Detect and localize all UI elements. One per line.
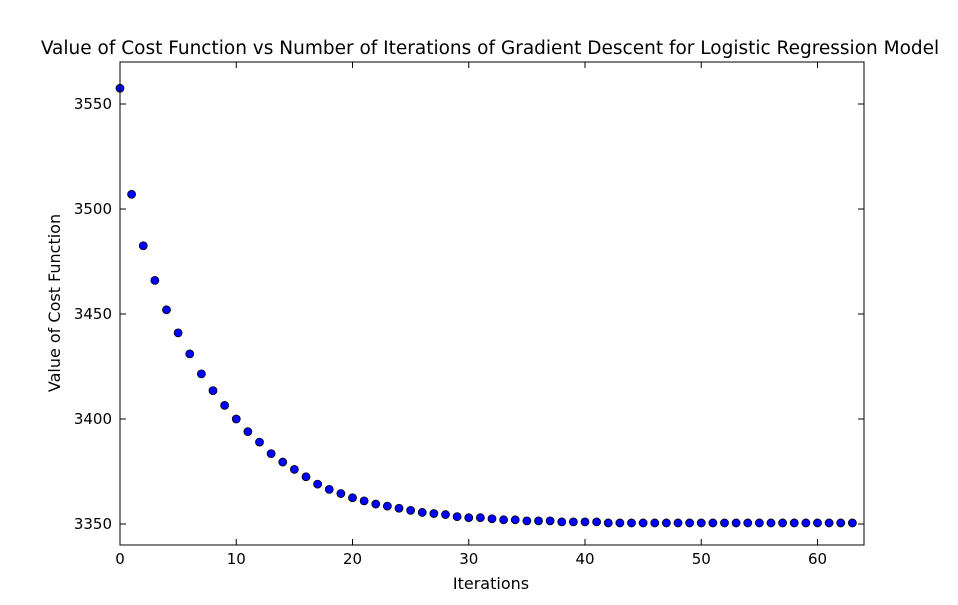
x-tick-label: 0	[115, 550, 125, 568]
data-point	[196, 369, 206, 379]
data-point	[266, 449, 276, 459]
data-point	[766, 518, 776, 528]
y-axis-label: Value of Cost Function	[45, 214, 64, 392]
y-axis-ticks: 3350 3400 3450 3500 3550	[74, 95, 864, 533]
data-point	[359, 496, 369, 506]
data-point	[255, 437, 264, 447]
data-point	[696, 518, 706, 528]
data-point	[487, 514, 497, 524]
data-point	[394, 503, 404, 513]
data-point	[441, 510, 450, 519]
data-point	[673, 518, 683, 528]
x-axis-label: Iterations	[453, 574, 529, 593]
data-point	[301, 472, 311, 482]
data-point	[778, 518, 788, 528]
data-point	[243, 427, 253, 437]
chart-title: Value of Cost Function vs Number of Iter…	[41, 38, 939, 59]
data-point	[720, 518, 729, 528]
y-tick-label: 3400	[74, 410, 112, 428]
data-point	[685, 518, 695, 528]
data-point	[138, 241, 148, 251]
y-tick-label: 3550	[74, 95, 112, 113]
data-point	[801, 518, 811, 528]
data-point	[371, 499, 381, 509]
data-point	[789, 518, 799, 528]
y-tick-label: 3350	[74, 515, 112, 533]
data-point	[638, 518, 648, 528]
data-point	[824, 518, 834, 528]
data-point	[592, 517, 602, 527]
data-point	[743, 518, 753, 528]
data-point	[627, 518, 636, 528]
data-point	[173, 328, 183, 338]
data-point	[731, 518, 741, 528]
data-point	[150, 275, 160, 285]
data-point	[847, 518, 857, 528]
data-point	[162, 305, 171, 315]
data-point	[603, 518, 613, 528]
data-point	[836, 518, 846, 528]
x-tick-label: 20	[343, 550, 362, 568]
data-point	[417, 508, 427, 517]
data-point	[557, 517, 567, 527]
plot-area-frame	[119, 61, 865, 546]
data-point	[406, 505, 416, 515]
x-tick-label: 30	[459, 550, 478, 568]
data-point	[382, 501, 392, 511]
data-point	[708, 518, 718, 528]
data-point	[650, 518, 660, 528]
data-point	[208, 386, 218, 396]
data-points	[115, 83, 857, 528]
data-point	[289, 464, 299, 474]
x-tick-label: 40	[575, 550, 594, 568]
y-tick-label: 3500	[74, 200, 112, 218]
data-point	[231, 414, 241, 424]
data-point	[313, 479, 323, 489]
x-tick-label: 60	[808, 550, 827, 568]
data-point	[348, 493, 357, 503]
data-point	[336, 489, 346, 498]
data-point	[127, 189, 137, 199]
data-point	[534, 516, 543, 526]
data-point	[813, 518, 822, 528]
data-point	[568, 517, 578, 527]
data-point	[429, 509, 439, 518]
x-tick-label: 50	[692, 550, 711, 568]
data-point	[278, 457, 288, 467]
data-point	[185, 349, 195, 359]
data-point	[545, 516, 555, 526]
data-point	[615, 518, 625, 528]
data-point	[220, 400, 230, 410]
x-axis-ticks: 0 10 20 30 40 50 60	[115, 62, 827, 568]
data-point	[475, 513, 485, 523]
data-point	[499, 515, 509, 525]
data-point	[522, 516, 532, 526]
data-point	[661, 518, 671, 528]
y-tick-label: 3450	[74, 305, 112, 323]
x-tick-label: 10	[227, 550, 246, 568]
data-point	[754, 518, 764, 528]
data-point	[510, 515, 520, 525]
data-point	[580, 517, 590, 527]
data-point	[324, 484, 334, 494]
data-point	[464, 513, 474, 523]
data-point	[452, 512, 462, 522]
